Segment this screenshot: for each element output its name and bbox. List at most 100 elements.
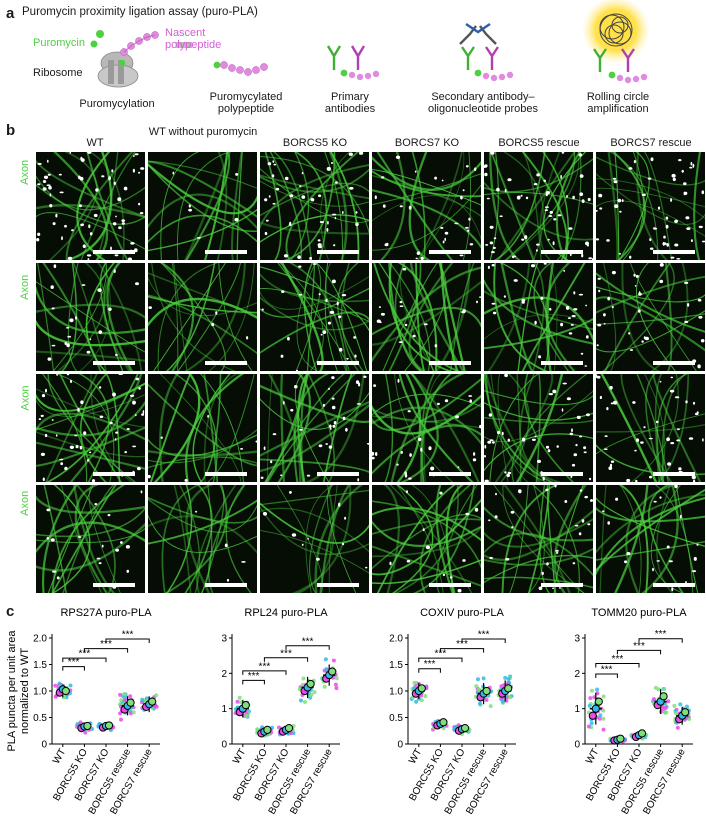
significance-bracket bbox=[595, 662, 640, 668]
micrograph-r2-c5 bbox=[484, 263, 593, 371]
data-point bbox=[123, 698, 128, 702]
y-axis-label: PLA puncta per unit areanormalized to WT bbox=[6, 630, 31, 752]
significance-label: *** bbox=[68, 657, 80, 668]
significance-label: *** bbox=[435, 649, 447, 660]
micrograph-r2-c4 bbox=[372, 263, 481, 371]
step-secondary-probes: Secondary antibody–oligonucleotide probe… bbox=[427, 91, 539, 115]
micrograph-r1-c6 bbox=[596, 152, 705, 260]
significance-bracket bbox=[461, 638, 506, 644]
scale-bar bbox=[317, 583, 359, 587]
data-point bbox=[672, 703, 677, 708]
replicate-mean bbox=[148, 697, 157, 706]
data-point bbox=[652, 697, 656, 702]
data-point bbox=[237, 695, 242, 700]
data-point bbox=[322, 684, 327, 689]
significance-bracket bbox=[62, 666, 85, 671]
significance-label: *** bbox=[655, 629, 667, 640]
replicate-mean bbox=[306, 679, 315, 689]
chart-title: RPS27A puro-PLA bbox=[60, 607, 152, 619]
scale-bar bbox=[653, 250, 695, 254]
puromycylation-schematic bbox=[0, 0, 706, 118]
data-point bbox=[500, 699, 505, 704]
data-point bbox=[653, 685, 658, 690]
scale-bar bbox=[317, 361, 359, 365]
replicate-mean bbox=[594, 697, 603, 706]
y-tick-label: 0 bbox=[397, 740, 403, 751]
data-point bbox=[412, 680, 417, 685]
scale-bar bbox=[93, 583, 135, 587]
replicate-mean bbox=[659, 692, 668, 701]
data-point bbox=[333, 682, 338, 687]
y-tick-label: 1.5 bbox=[389, 660, 403, 671]
data-point bbox=[303, 700, 307, 704]
micrograph-r3-c5 bbox=[484, 374, 593, 482]
significance-bracket bbox=[418, 668, 441, 673]
significance-bracket bbox=[263, 657, 309, 662]
micrograph-r1-c2 bbox=[148, 152, 257, 260]
step-puromycylated-polypeptide: Puromycylated polypeptide bbox=[209, 91, 283, 115]
replicate-mean bbox=[681, 708, 690, 717]
data-point bbox=[474, 684, 479, 689]
data-point bbox=[488, 704, 493, 709]
step-primary-antibodies: Primary antibodies bbox=[324, 91, 376, 115]
replicate-mean bbox=[482, 686, 491, 696]
scale-bar bbox=[205, 472, 247, 476]
scale-bar bbox=[653, 472, 695, 476]
y-tick-label: 2.0 bbox=[33, 634, 47, 645]
data-point bbox=[481, 676, 486, 681]
scale-bar bbox=[541, 472, 583, 476]
micrograph-r3-c6 bbox=[596, 374, 705, 482]
data-point bbox=[589, 721, 594, 726]
micrograph-r4-c3 bbox=[260, 485, 369, 593]
ribosome-label: Ribosome bbox=[33, 67, 83, 79]
significance-label: *** bbox=[601, 665, 613, 676]
micrograph-r3-c2 bbox=[148, 374, 257, 482]
replicate-mean bbox=[263, 725, 272, 734]
data-point bbox=[589, 688, 594, 693]
data-point bbox=[423, 694, 428, 699]
data-point bbox=[598, 713, 603, 718]
data-point bbox=[507, 695, 512, 700]
significance-label: *** bbox=[100, 639, 112, 650]
scale-bar bbox=[93, 361, 135, 365]
significance-label: *** bbox=[612, 654, 624, 665]
puromycin-label: Puromycin bbox=[33, 37, 85, 49]
data-point bbox=[476, 677, 480, 682]
significance-bracket bbox=[439, 648, 485, 653]
col-header-borcs7-rescue: BORCS7 rescue bbox=[610, 137, 692, 149]
data-point bbox=[53, 683, 58, 688]
significance-label: *** bbox=[456, 639, 468, 650]
row-label-coxiv: COXIV PLA Axon bbox=[19, 385, 32, 471]
micrograph-r1-c3 bbox=[260, 152, 369, 260]
significance-bracket bbox=[242, 679, 265, 685]
data-point bbox=[414, 699, 419, 704]
y-tick-label: 2 bbox=[221, 669, 227, 680]
replicate-mean bbox=[61, 686, 70, 696]
significance-label: *** bbox=[478, 630, 490, 641]
step-rolling-circle: Rolling circle amplification bbox=[586, 91, 650, 115]
micrograph-r1-c1 bbox=[36, 152, 145, 260]
data-point bbox=[601, 694, 606, 699]
data-point bbox=[601, 708, 606, 713]
chart-1: RPS27A puro-PLA PLA puncta per unit arean… bbox=[6, 607, 160, 817]
data-point bbox=[664, 710, 669, 715]
scale-bar bbox=[205, 361, 247, 365]
data-point bbox=[119, 698, 124, 703]
scale-bar bbox=[653, 361, 695, 365]
data-point bbox=[334, 676, 339, 681]
significance-bracket bbox=[83, 648, 129, 653]
micrograph-r3-c1 bbox=[36, 374, 145, 482]
scale-bar bbox=[93, 472, 135, 476]
replicate-mean bbox=[328, 667, 337, 676]
data-point bbox=[331, 658, 336, 663]
significance-bracket bbox=[638, 638, 683, 643]
y-tick-label: 1.5 bbox=[33, 660, 47, 671]
data-point bbox=[277, 725, 281, 730]
scale-bar bbox=[317, 472, 359, 476]
scale-bar bbox=[205, 583, 247, 587]
panel-a-title: Puromycin proximity ligation assay (puro… bbox=[22, 6, 258, 18]
significance-bracket bbox=[418, 657, 463, 663]
data-point bbox=[673, 711, 678, 716]
